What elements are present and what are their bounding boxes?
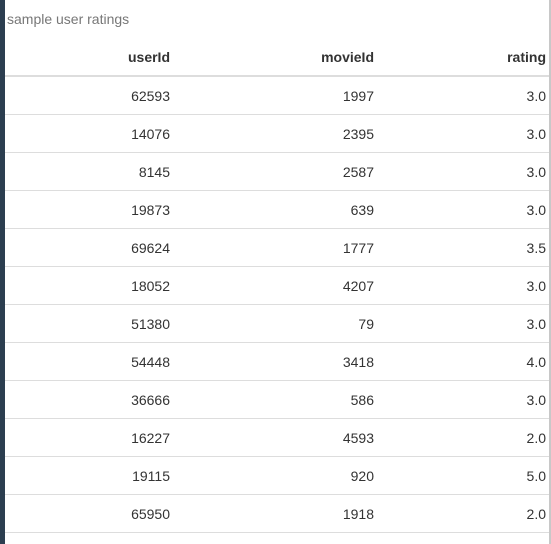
- cell-rating: 2.0: [374, 494, 549, 533]
- column-header-rating[interactable]: rating: [374, 38, 549, 77]
- table-row: 19873 639 3.0: [5, 190, 549, 229]
- cell-userid: 51380: [5, 304, 170, 343]
- table-row: 69624 1777 3.5: [5, 228, 549, 267]
- cell-rating: 3.0: [374, 190, 549, 229]
- cell-rating: 3.0: [374, 380, 549, 419]
- cell-movieid: 4207: [170, 266, 374, 305]
- cell-userid: 19873: [5, 190, 170, 229]
- cell-movieid: 586: [170, 380, 374, 419]
- cell-userid: 36666: [5, 380, 170, 419]
- cell-movieid: 2395: [170, 114, 374, 153]
- cell-movieid: 3418: [170, 342, 374, 381]
- table-row: 16227 4593 2.0: [5, 418, 549, 457]
- table-caption: sample user ratings: [7, 11, 130, 27]
- cell-userid: 8145: [5, 152, 170, 191]
- cell-movieid: 2587: [170, 152, 374, 191]
- table-row: 8145 2587 3.0: [5, 152, 549, 191]
- table-body: 62593 1997 3.0 14076 2395 3.0 8145 2587 …: [5, 76, 549, 533]
- column-header-userid[interactable]: userId: [5, 38, 170, 77]
- cell-userid: 69624: [5, 228, 170, 267]
- cell-userid: 16227: [5, 418, 170, 457]
- cell-userid: 65950: [5, 494, 170, 533]
- table-row: 54448 3418 4.0: [5, 342, 549, 381]
- cell-userid: 62593: [5, 76, 170, 115]
- table-row: 62593 1997 3.0: [5, 76, 549, 115]
- cell-rating: 4.0: [374, 342, 549, 381]
- cell-userid: 54448: [5, 342, 170, 381]
- cell-rating: 5.0: [374, 456, 549, 495]
- cell-rating: 3.0: [374, 266, 549, 305]
- cell-userid: 14076: [5, 114, 170, 153]
- cell-rating: 3.0: [374, 76, 549, 115]
- cell-movieid: 4593: [170, 418, 374, 457]
- cell-rating: 2.0: [374, 418, 549, 457]
- cell-movieid: 1997: [170, 76, 374, 115]
- table-header-row: userId movieId rating: [5, 38, 549, 77]
- cell-rating: 3.5: [374, 228, 549, 267]
- table-row: 36666 586 3.0: [5, 380, 549, 419]
- cell-rating: 3.0: [374, 152, 549, 191]
- cell-rating: 3.0: [374, 114, 549, 153]
- cell-movieid: 1777: [170, 228, 374, 267]
- column-header-movieid[interactable]: movieId: [170, 38, 374, 77]
- table-panel: sample user ratings userId movieId ratin…: [5, 0, 549, 544]
- cell-rating: 3.0: [374, 304, 549, 343]
- cell-userid: 19115: [5, 456, 170, 495]
- cell-movieid: 1918: [170, 494, 374, 533]
- cell-movieid: 79: [170, 304, 374, 343]
- table-row: 19115 920 5.0: [5, 456, 549, 495]
- table-row: 51380 79 3.0: [5, 304, 549, 343]
- table-row: 18052 4207 3.0: [5, 266, 549, 305]
- sidebar-edge: [0, 0, 5, 544]
- table-row: 65950 1918 2.0: [5, 494, 549, 533]
- scrollbar-edge: [549, 0, 551, 544]
- cell-userid: 18052: [5, 266, 170, 305]
- cell-movieid: 920: [170, 456, 374, 495]
- table-row: 14076 2395 3.0: [5, 114, 549, 153]
- cell-movieid: 639: [170, 190, 374, 229]
- ratings-table: userId movieId rating 62593 1997 3.0 140…: [5, 38, 549, 533]
